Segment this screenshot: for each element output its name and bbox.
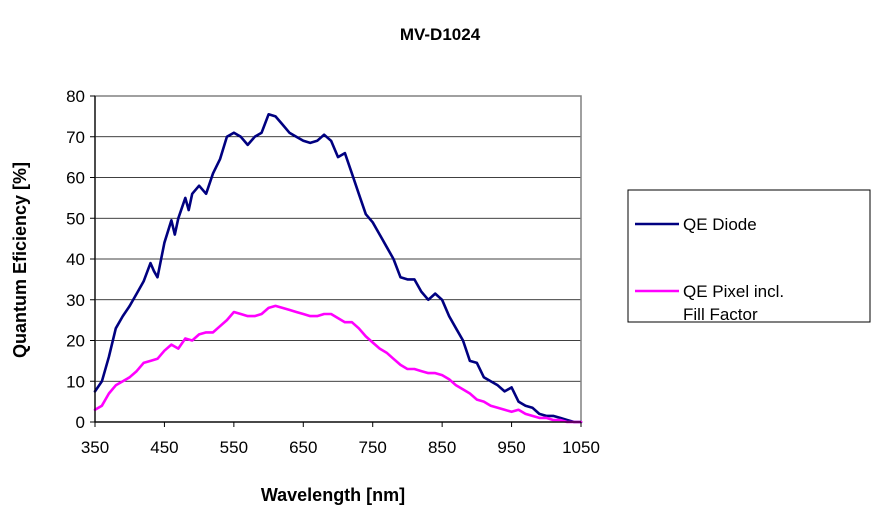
y-axis-title: Quantum Eficiency [%] <box>10 162 30 358</box>
legend-items: QE Diode QE Pixel incl. Fill Factor <box>635 215 784 324</box>
x-tick-label: 750 <box>359 438 387 457</box>
x-axis-title: Wavelength [nm] <box>261 485 405 505</box>
series-lines <box>93 113 583 424</box>
plot-area <box>93 95 583 424</box>
y-tick-label: 50 <box>66 209 85 228</box>
legend-label: QE Pixel incl. Fill Factor <box>683 282 784 324</box>
x-tick-label: 950 <box>497 438 525 457</box>
legend-label: QE Diode <box>683 215 757 234</box>
y-tick-label: 40 <box>66 250 85 269</box>
y-tick-label: 30 <box>66 291 85 310</box>
x-tick-label: 550 <box>220 438 248 457</box>
chart-title: MV-D1024 <box>400 25 481 44</box>
y-tick-label: 60 <box>66 169 85 188</box>
y-axis-ticks: 0 10 20 30 40 50 60 70 80 <box>66 87 95 432</box>
x-axis-ticks: 350 450 550 650 750 850 950 1050 <box>81 422 600 457</box>
gridlines <box>95 136 581 382</box>
x-tick-label: 850 <box>428 438 456 457</box>
y-tick-label: 80 <box>66 87 85 106</box>
y-tick-label: 20 <box>66 332 85 351</box>
y-tick-label: 10 <box>66 372 85 391</box>
x-tick-label: 650 <box>289 438 317 457</box>
x-tick-label: 450 <box>150 438 178 457</box>
legend: QE Diode QE Pixel incl. Fill Factor <box>627 189 871 324</box>
legend-box <box>627 189 871 323</box>
series-line-qe-pixel <box>93 304 583 424</box>
y-tick-label: 0 <box>76 413 85 432</box>
x-tick-label: 1050 <box>562 438 600 457</box>
series-line-qe-diode <box>93 113 583 424</box>
x-tick-label: 350 <box>81 438 109 457</box>
y-tick-label: 70 <box>66 128 85 147</box>
